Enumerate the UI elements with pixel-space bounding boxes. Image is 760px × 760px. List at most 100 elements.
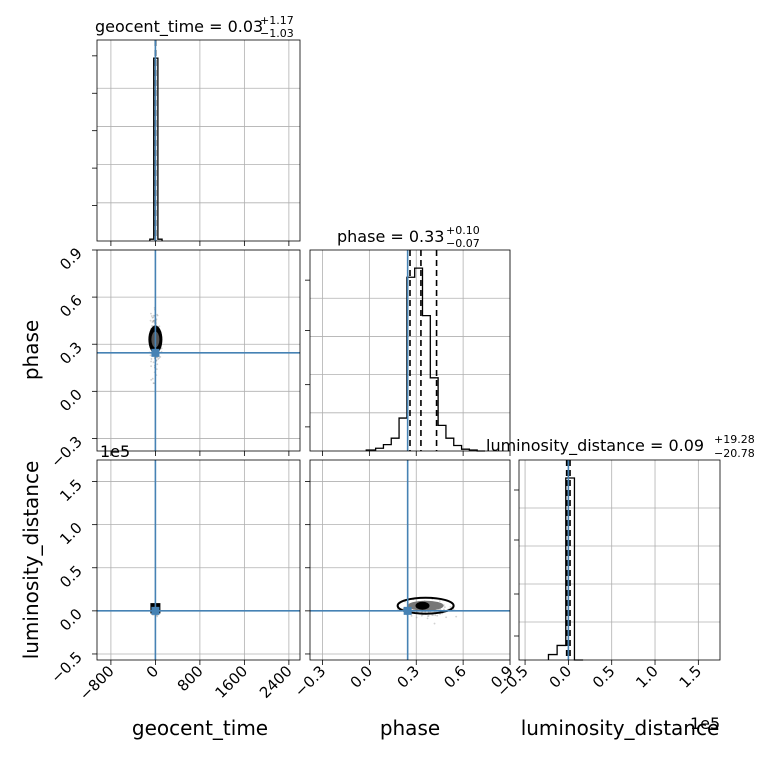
- sample-point: [153, 319, 155, 322]
- sample-point: [156, 313, 158, 316]
- title-luminosity-distance-plus: +19.28: [714, 433, 755, 446]
- sample-point: [159, 356, 162, 358]
- sample-point: [157, 358, 160, 360]
- sample-point: [426, 617, 429, 620]
- title-geocent-time-plus: +1.17: [260, 14, 294, 27]
- sample-point: [434, 614, 437, 617]
- x-tick-label-luminosity_distance: 0.0: [546, 662, 576, 692]
- sample-point: [150, 378, 153, 381]
- x-tick-label-phase: 0.6: [440, 662, 470, 692]
- grid-layer: [97, 40, 720, 660]
- panel-frame-0-0: [96, 39, 301, 242]
- y-tick-label-phase: −0.3: [47, 433, 85, 471]
- x-tick-label-luminosity_distance: 1.5: [676, 662, 706, 692]
- truth-marker: [151, 606, 160, 615]
- sample-point: [427, 614, 430, 617]
- truth-marker: [403, 606, 412, 615]
- panel-frame-1-0: [96, 249, 301, 452]
- x-tick-label-geocent_time: 1600: [211, 662, 251, 702]
- sample-point: [151, 316, 154, 319]
- sample-point: [449, 605, 452, 608]
- sample-point: [152, 361, 155, 364]
- y-tick-label-phase: 0.9: [56, 244, 86, 274]
- sample-point: [150, 358, 153, 360]
- y-tick-label-luminosity_distance: 0.0: [56, 605, 86, 635]
- sample-point: [445, 616, 448, 619]
- data-layer: [97, 40, 584, 661]
- x-tick-label-phase: −0.3: [291, 662, 329, 700]
- sample-point: [152, 316, 155, 319]
- sample-point: [439, 608, 442, 611]
- x-tick-label-phase: 0.3: [393, 662, 423, 692]
- sample-point: [158, 357, 161, 359]
- title-geocent-time: geocent_time = 0.03: [95, 17, 263, 37]
- y-tick-label-luminosity_distance: 1.5: [56, 476, 86, 506]
- title-phase: phase = 0.33: [337, 227, 444, 246]
- sample-point: [152, 314, 155, 317]
- contour-inner-dl-phase: [415, 601, 430, 610]
- x-tick-label-geocent_time: −800: [76, 662, 118, 704]
- panel-frame-2-1: [309, 459, 511, 661]
- sample-point: [431, 614, 434, 616]
- title-phase-minus: −0.07: [446, 237, 480, 250]
- title-phase-plus: +0.10: [446, 224, 480, 237]
- sample-point: [438, 600, 441, 602]
- sample-point: [149, 319, 152, 322]
- sample-point: [152, 382, 155, 385]
- title-luminosity-distance-minus: −20.78: [714, 447, 755, 460]
- sample-point: [156, 363, 159, 366]
- truth-marker: [151, 348, 160, 357]
- sample-point: [156, 314, 159, 317]
- y-tick-label-luminosity_distance: −0.5: [47, 648, 85, 686]
- sample-point: [152, 319, 155, 322]
- contour-outer-dl-phase: [396, 596, 455, 615]
- ylabel-phase: phase: [19, 320, 43, 380]
- y-tick-label-phase: 0.3: [56, 338, 86, 368]
- panel-frame-1-1: [309, 249, 511, 452]
- y-tick-label-phase: 0.0: [56, 385, 86, 415]
- panel-frame-2-2: [518, 459, 721, 661]
- sample-point: [410, 614, 413, 617]
- sample-point: [455, 615, 458, 618]
- x-tick-label-phase: 0.0: [347, 662, 377, 692]
- histogram-phase: [365, 267, 485, 452]
- y-tick-label-phase: 0.6: [56, 291, 86, 321]
- sample-point: [152, 320, 155, 323]
- offset-text-x: 1e5: [690, 714, 720, 733]
- sample-point: [151, 325, 153, 327]
- x-tick-label-geocent_time: 0: [143, 662, 162, 681]
- sample-point: [433, 622, 436, 625]
- sample-point: [426, 615, 429, 617]
- sample-point: [156, 615, 159, 618]
- axes-layer: −0.3 0.0 0.3 0.6 0.9 −800 0 800 1600 2400 −0.5 0.0 0…: [47, 39, 721, 704]
- sample-point: [443, 608, 445, 611]
- sample-point: [415, 616, 418, 619]
- sample-point: [153, 382, 155, 385]
- sample-point: [151, 321, 154, 323]
- sample-point: [155, 368, 158, 370]
- xlabel-phase: phase: [380, 716, 440, 740]
- sample-point: [158, 325, 161, 328]
- sample-point: [149, 354, 152, 357]
- x-tick-label-luminosity_distance: 0.5: [589, 662, 619, 692]
- y-tick-label-luminosity_distance: 1.0: [56, 519, 86, 549]
- xlabel-luminosity-distance: luminosity_distance: [521, 716, 720, 740]
- x-tick-label-geocent_time: 800: [174, 662, 207, 695]
- title-geocent-time-minus: −1.03: [260, 27, 294, 40]
- offset-text-y: 1e5: [100, 442, 130, 461]
- histogram-luminosity_distance: [547, 477, 584, 661]
- sample-point: [150, 360, 152, 363]
- title-luminosity-distance: luminosity_distance = 0.09: [486, 436, 704, 456]
- panel-frame-2-0: [96, 459, 301, 661]
- sample-point: [443, 606, 446, 609]
- ylabel-luminosity-distance: luminosity_distance: [19, 461, 43, 660]
- xlabel-geocent-time: geocent_time: [132, 716, 268, 740]
- x-tick-label-geocent_time: 2400: [256, 662, 296, 702]
- sample-point: [150, 312, 152, 315]
- sample-point: [150, 315, 153, 317]
- sample-point: [432, 614, 434, 616]
- sample-point: [151, 377, 154, 380]
- y-tick-label-luminosity_distance: 0.5: [56, 562, 86, 592]
- sample-point: [436, 614, 439, 617]
